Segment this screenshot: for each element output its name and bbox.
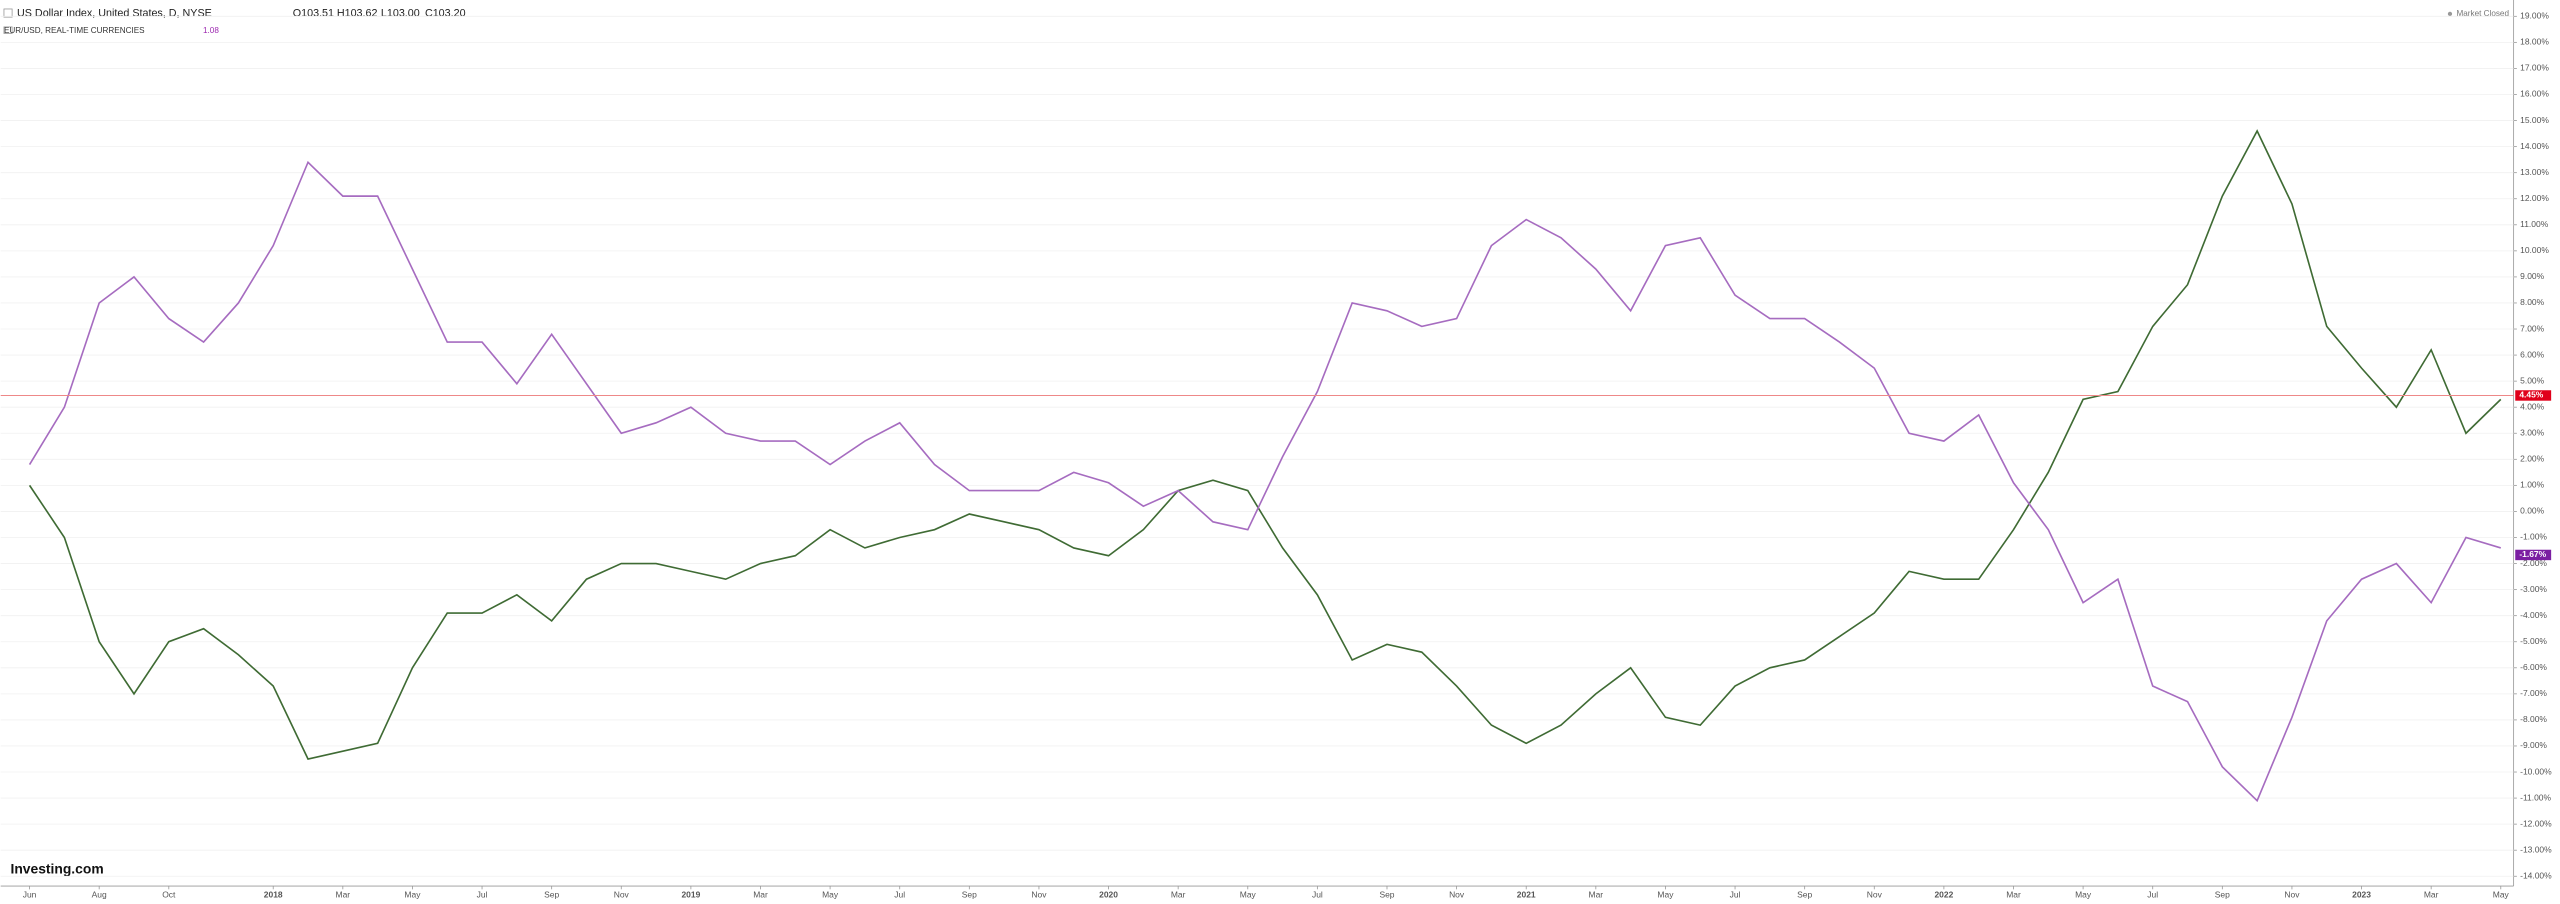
series-line: [28, 160, 2502, 803]
ohlc-value: O103.51: [293, 8, 334, 20]
y-tick-label: 14.00%: [2520, 141, 2549, 151]
y-tick-label: -9.00%: [2520, 740, 2547, 750]
y-tick-label: 11.00%: [2520, 219, 2549, 229]
x-tick-label: Mar: [336, 889, 351, 899]
y-tick-label: 15.00%: [2520, 115, 2549, 125]
x-tick-label: Sep: [1797, 889, 1812, 899]
second-title: EUR/USD, REAL-TIME CURRENCIES: [4, 26, 145, 35]
x-tick-label: Aug: [92, 889, 107, 899]
y-tick-label: 2.00%: [2520, 454, 2544, 464]
x-tick-label: Sep: [2215, 889, 2230, 899]
x-tick-label: May: [404, 889, 421, 899]
x-tick-label: May: [1657, 889, 1674, 899]
main-title: US Dollar Index, United States, D, NYSE: [17, 8, 212, 20]
x-tick-label: 2022: [1934, 889, 1953, 899]
ohlc-value: L103.00: [381, 8, 420, 20]
y-tick-label: 12.00%: [2520, 193, 2549, 203]
y-tick-label: 18.00%: [2520, 37, 2549, 47]
x-tick-label: 2023: [2352, 889, 2371, 899]
collapse-icon[interactable]: [3, 8, 13, 18]
x-tick-label: 2021: [1517, 889, 1536, 899]
x-tick-label: May: [2075, 889, 2092, 899]
ohlc-value: H103.62: [337, 8, 378, 20]
y-tick-label: -6.00%: [2520, 662, 2547, 672]
x-tick-label: 2020: [1099, 889, 1118, 899]
y-tick-label: -4.00%: [2520, 610, 2547, 620]
x-tick-label: May: [822, 889, 839, 899]
y-tick-label: 13.00%: [2520, 167, 2549, 177]
status-dot: [2447, 11, 2453, 16]
x-tick-label: Mar: [2006, 889, 2021, 899]
y-tick-label: -12.00%: [2520, 818, 2552, 828]
y-tick-label: 17.00%: [2520, 63, 2549, 73]
x-tick-label: Jun: [23, 889, 37, 899]
x-tick-label: Nov: [1449, 889, 1465, 899]
x-tick-label: Mar: [1171, 889, 1186, 899]
x-tick-label: Oct: [162, 889, 176, 899]
y-tick-label: 1.00%: [2520, 480, 2544, 490]
x-tick-label: Jul: [1312, 889, 1323, 899]
second-value: 1.08: [203, 26, 219, 35]
y-tick-label: 8.00%: [2520, 297, 2544, 307]
y-tick-label: -5.00%: [2520, 636, 2547, 646]
y-tick-label: 5.00%: [2520, 375, 2544, 385]
x-tick-label: Jul: [1730, 889, 1741, 899]
y-tick-label: 19.00%: [2520, 11, 2549, 21]
y-tick-label: -8.00%: [2520, 714, 2547, 724]
y-tick-label: 6.00%: [2520, 349, 2544, 359]
x-tick-label: 2018: [264, 889, 283, 899]
series-line: [28, 129, 2502, 760]
x-tick-label: Nov: [2284, 889, 2300, 899]
y-tick-label: -14.00%: [2520, 870, 2552, 880]
last-value-label: 4.45%: [2519, 390, 2543, 400]
ohlc-value: C103.20: [425, 8, 466, 20]
y-tick-label: -13.00%: [2520, 844, 2552, 854]
y-tick-label: -7.00%: [2520, 688, 2547, 698]
last-value-marker: [2515, 549, 2552, 561]
collapse-icon[interactable]: [3, 26, 13, 34]
y-tick-label: 10.00%: [2520, 245, 2549, 255]
y-tick-label: 4.00%: [2520, 401, 2544, 411]
y-tick-label: -10.00%: [2520, 766, 2552, 776]
y-tick-label: -3.00%: [2520, 584, 2547, 594]
y-tick-label: -2.00%: [2520, 558, 2547, 568]
x-tick-label: Mar: [2424, 889, 2439, 899]
x-tick-label: 2019: [681, 889, 700, 899]
x-tick-label: Jul: [2147, 889, 2158, 899]
x-tick-label: Nov: [1031, 889, 1047, 899]
y-tick-label: 9.00%: [2520, 271, 2544, 281]
x-tick-label: Jul: [894, 889, 905, 899]
y-tick-label: -11.00%: [2520, 792, 2551, 802]
x-tick-label: May: [2493, 889, 2510, 899]
y-tick-label: 7.00%: [2520, 323, 2544, 333]
x-tick-label: Mar: [753, 889, 768, 899]
y-tick-label: 16.00%: [2520, 89, 2549, 99]
x-tick-label: Sep: [1379, 889, 1394, 899]
y-tick-label: -1.00%: [2520, 532, 2547, 542]
brand-logo: Investing.com: [10, 860, 103, 876]
y-tick-label: 0.00%: [2520, 506, 2544, 516]
market-status: Market Closed: [2457, 9, 2509, 18]
x-tick-label: Nov: [1867, 889, 1883, 899]
x-tick-label: Mar: [1589, 889, 1604, 899]
last-value-marker: [2515, 390, 2552, 401]
x-tick-label: May: [1240, 889, 1257, 899]
x-tick-label: Jul: [477, 889, 488, 899]
x-tick-label: Sep: [544, 889, 559, 899]
x-tick-label: Sep: [962, 889, 977, 899]
x-tick-label: Nov: [614, 889, 630, 899]
last-value-label: -1.67%: [2519, 549, 2546, 559]
y-tick-label: 3.00%: [2520, 427, 2544, 437]
